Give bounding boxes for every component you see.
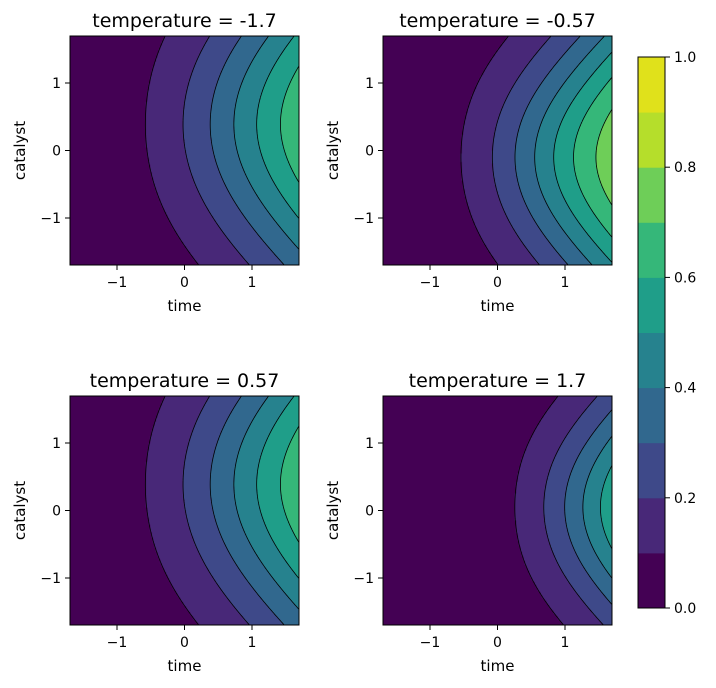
panel-3: temperature = 0.57 −1 0 1 time −1 0 1 ca… [11,370,300,675]
panel-4-contour-lines [514,396,612,625]
y-tick-label: 1 [52,76,61,92]
x-tick-label: 0 [180,275,189,291]
y-tick-label: 0 [365,144,374,160]
x-tick-label: −1 [420,275,441,291]
y-axis-label: catalyst [324,121,342,180]
colorbar-tick-label: 0.6 [674,270,696,286]
panel-4-contour-image [383,396,612,625]
x-tick-label: 0 [493,275,502,291]
x-tick-label: 0 [180,635,189,651]
panel-1-contour-lines [144,36,299,265]
colorbar-tick-label: 1.0 [674,50,696,66]
x-axis-label: time [168,297,202,315]
colorbar-band [638,112,665,168]
panel-1-title: temperature = -1.7 [92,10,277,32]
y-tick-label: −1 [353,211,374,227]
panel-1: temperature = -1.7 −1 0 1 time −1 0 1 ca… [11,10,300,315]
colorbar-band [638,552,665,609]
colorbar-tick-label: 0.8 [674,160,696,176]
colorbar-bands [638,57,665,609]
x-axis-label: time [168,657,202,675]
colorbar-band [638,167,665,223]
y-tick-label: −1 [40,571,61,587]
y-axis-label: catalyst [11,481,29,540]
y-axis-label: catalyst [11,121,29,180]
panel-4-contour [383,396,612,625]
panel-2-y-axis: −1 0 1 catalyst [324,76,383,227]
x-tick-label: 1 [561,635,570,651]
panel-3-contour-image [70,396,299,625]
panel-4-y-axis: −1 0 1 catalyst [324,436,383,587]
y-tick-label: 1 [365,436,374,452]
panel-4-title: temperature = 1.7 [409,370,587,392]
panel-2-title: temperature = -0.57 [399,10,596,32]
colorbar-band [638,332,665,389]
panel-3-y-axis: −1 0 1 catalyst [11,436,70,587]
panel-4: temperature = 1.7 −1 0 1 time −1 0 1 cat… [324,370,613,675]
panel-2-contour [383,36,612,265]
colorbar-ticks: 0.0 0.2 0.4 0.6 0.8 1.0 [665,50,696,617]
colorbar-band [638,387,665,444]
x-tick-label: 1 [248,635,257,651]
x-axis-label: time [481,297,515,315]
y-tick-label: 0 [365,504,374,520]
y-tick-label: 1 [52,436,61,452]
colorbar-frame [637,56,666,609]
panel-2-x-axis: −1 0 1 time [420,265,570,315]
x-tick-label: 1 [561,275,570,291]
panel-1-y-axis: −1 0 1 catalyst [11,76,70,227]
panel-3-x-axis: −1 0 1 time [107,625,257,675]
colorbar-tick-label: 0.4 [674,381,696,397]
x-tick-label: −1 [420,635,441,651]
panel-1-contour [70,36,299,265]
x-tick-label: 0 [493,635,502,651]
panel-1-contour-image [70,36,299,265]
panel-3-title: temperature = 0.57 [90,370,280,392]
colorbar-band [638,222,665,278]
panel-2: temperature = -0.57 −1 0 1 time −1 0 1 c… [324,10,613,315]
x-tick-label: 1 [248,275,257,291]
colorbar: 0.0 0.2 0.4 0.6 0.8 1.0 [637,50,696,617]
panel-2-contour-image [383,36,612,265]
y-tick-label: 1 [365,76,374,92]
panel-3-contour-lines [144,396,299,625]
y-axis-label: catalyst [324,481,342,540]
y-tick-label: 0 [52,144,61,160]
colorbar-band [638,277,665,333]
x-axis-label: time [481,657,515,675]
panel-1-x-axis: −1 0 1 time [107,265,257,315]
y-tick-label: −1 [40,211,61,227]
y-tick-label: 0 [52,504,61,520]
x-tick-label: −1 [107,635,128,651]
colorbar-band [638,497,665,554]
x-tick-label: −1 [107,275,128,291]
panel-2-contour-lines [460,36,612,265]
colorbar-band [638,57,665,113]
y-tick-label: −1 [353,571,374,587]
colorbar-band [638,442,665,499]
colorbar-tick-label: 0.2 [674,491,696,507]
colorbar-tick-label: 0.0 [674,601,696,617]
panel-4-x-axis: −1 0 1 time [420,625,570,675]
panel-3-contour [70,396,299,625]
